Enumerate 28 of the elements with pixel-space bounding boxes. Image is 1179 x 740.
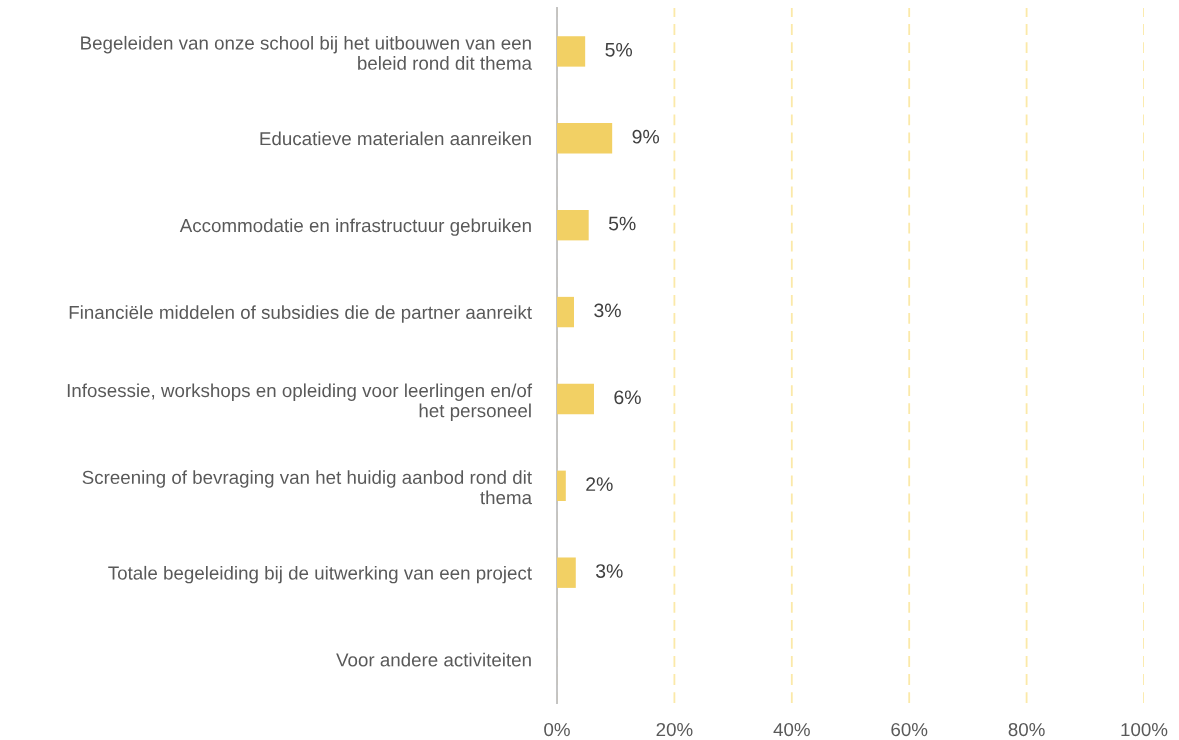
data-label: 9% (632, 129, 660, 144)
data-label: 5% (608, 216, 636, 231)
data-label: 2% (586, 477, 613, 491)
y-tick-label: Financiële middelen of subsidies die de partner aanreikt (69, 305, 532, 323)
bar (557, 383, 594, 415)
bar (557, 470, 566, 502)
y-tick-label: Educatieve materialen aanreiken (260, 131, 531, 146)
bar (557, 296, 575, 328)
bar (557, 36, 586, 67)
x-tick-label: 60% (891, 722, 928, 737)
y-tick-label: Accommodatie en infrastructuur gebruiken (179, 218, 531, 236)
x-tick-label: 100% (1121, 722, 1168, 737)
data-label: 6% (614, 390, 641, 405)
y-tick-label: Screening of bevraging van het huidig aanbod rond dit thema (82, 470, 532, 505)
y-tick-label: Totale begeleiding bij de uitwerking van een project (108, 565, 532, 584)
x-tick-label: 80% (1008, 722, 1045, 737)
bar (557, 209, 589, 241)
y-tick-label: Infosessie, workshops en opleiding voor leerlingen en/of het personeel (67, 383, 533, 422)
y-tick-label: Voor andere activiteiten (336, 652, 531, 667)
y-tick-label: Begeleiden van onze school bij het uitbouwen van een beleid rond dit thema (81, 35, 533, 70)
bar (557, 123, 613, 154)
data-label: 3% (595, 564, 623, 578)
x-tick-label: 40% (773, 722, 810, 737)
bar (557, 557, 576, 588)
x-tick-label: 0% (544, 722, 570, 737)
data-label: 5% (605, 42, 633, 57)
data-label: 3% (594, 303, 621, 318)
x-tick-label: 20% (656, 722, 693, 737)
